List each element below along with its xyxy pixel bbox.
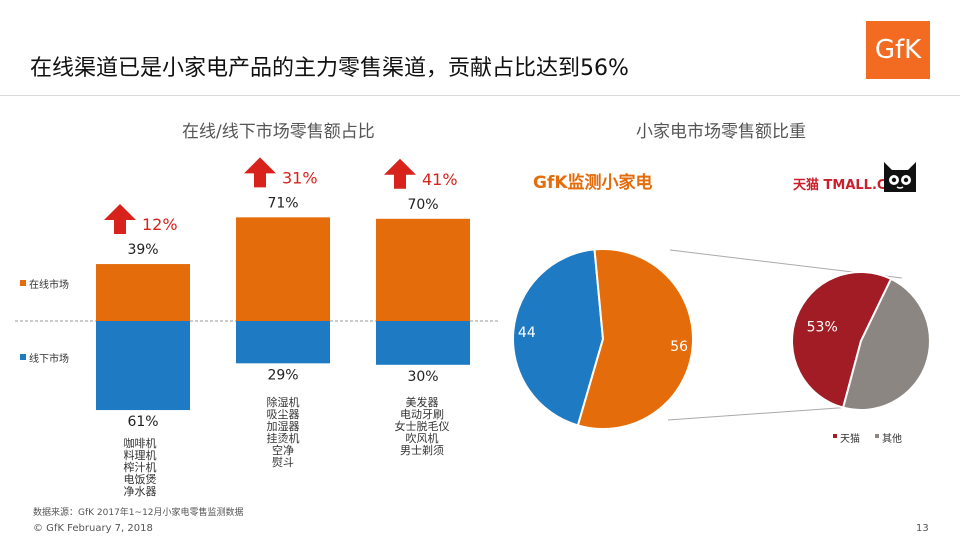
gfk-pie-label: GfK监测小家电 xyxy=(533,173,653,193)
legend-offline-label: 线下市场 xyxy=(29,354,69,365)
category-list-2: 除湿机 吸尘器 加湿器 挂烫机 空净 熨斗 xyxy=(243,397,323,469)
bar-offline-label: 29% xyxy=(267,367,298,383)
legend-other-label: 其他 xyxy=(882,434,902,445)
category-item: 女士脱毛仪 xyxy=(394,420,450,433)
bar-online-label: 70% xyxy=(407,197,438,213)
bar-online xyxy=(236,217,330,321)
category-item: 熨斗 xyxy=(272,456,294,469)
category-item: 男士剃须 xyxy=(400,444,444,457)
legend-online-label: 在线市场 xyxy=(29,280,69,291)
category-item: 吹风机 xyxy=(405,432,439,445)
pie-slice-label: 56 xyxy=(670,339,688,355)
bar-online xyxy=(96,264,190,321)
bar-offline-label: 30% xyxy=(407,369,438,385)
bar-offline xyxy=(96,321,190,411)
pie-slice xyxy=(841,277,931,411)
bar-offline xyxy=(376,321,470,365)
tmall-cat-icon xyxy=(884,162,916,192)
bar-offline xyxy=(236,321,330,364)
bar-offline-label: 61% xyxy=(127,414,158,430)
bar-online xyxy=(376,218,470,321)
page-title: 在线渠道已是小家电产品的主力零售渠道，贡献占比达到56% xyxy=(30,56,629,81)
page-number: 13 xyxy=(916,523,929,534)
gfk-logo: GfK xyxy=(866,21,930,79)
growth-arrow-icon xyxy=(244,157,276,188)
category-item: 吸尘器 xyxy=(266,408,300,421)
connector-line-bottom xyxy=(667,406,853,421)
category-list-3: 美发器 电动牙刷 女士脱毛仪 吹风机 男士剃须 xyxy=(382,397,462,457)
legend-tmall-label: 天猫 xyxy=(840,434,860,445)
bar-online-label: 71% xyxy=(267,195,298,211)
legend-online-swatch xyxy=(20,280,26,286)
title-divider xyxy=(0,95,960,96)
category-item: 榨汁机 xyxy=(123,461,157,474)
legend-offline-swatch xyxy=(20,354,26,360)
footer-copyright: © GfK February 7, 2018 xyxy=(33,523,153,534)
category-item: 电饭煲 xyxy=(123,473,157,486)
category-item: 加湿器 xyxy=(266,420,300,433)
pie-slice xyxy=(576,248,694,430)
bar-chart-title: 在线/线下市场零售额占比 xyxy=(182,122,375,142)
category-item: 电动牙刷 xyxy=(400,408,444,421)
category-item: 料理机 xyxy=(123,449,157,462)
category-item: 除湿机 xyxy=(266,396,300,409)
category-item: 挂烫机 xyxy=(266,432,300,445)
source-note: 数据来源：GfK 2017年1~12月小家电零售监测数据 xyxy=(33,508,244,518)
growth-label: 41% xyxy=(422,170,458,189)
pie-slice-label: 44 xyxy=(518,325,536,341)
growth-label: 31% xyxy=(282,168,318,187)
category-item: 美发器 xyxy=(405,396,439,409)
tmall-logo-text: 天猫 TMALL.COM xyxy=(793,178,911,193)
pie-slice-label: 53% xyxy=(807,320,838,336)
growth-label: 12% xyxy=(142,215,178,234)
pie-slice xyxy=(791,271,893,409)
category-list-1: 咖啡机 料理机 榨汁机 电饭煲 净水器 xyxy=(100,438,180,498)
category-item: 空净 xyxy=(272,444,294,457)
category-item: 咖啡机 xyxy=(123,437,157,450)
pie-slice xyxy=(512,248,605,427)
growth-arrow-icon xyxy=(384,158,416,189)
category-item: 净水器 xyxy=(123,485,157,498)
bar-online-label: 39% xyxy=(127,242,158,258)
growth-arrow-icon xyxy=(104,204,136,235)
legend-other-swatch xyxy=(875,434,879,438)
pie-chart-title: 小家电市场零售额比重 xyxy=(636,122,806,142)
legend-tmall-swatch xyxy=(833,434,837,438)
